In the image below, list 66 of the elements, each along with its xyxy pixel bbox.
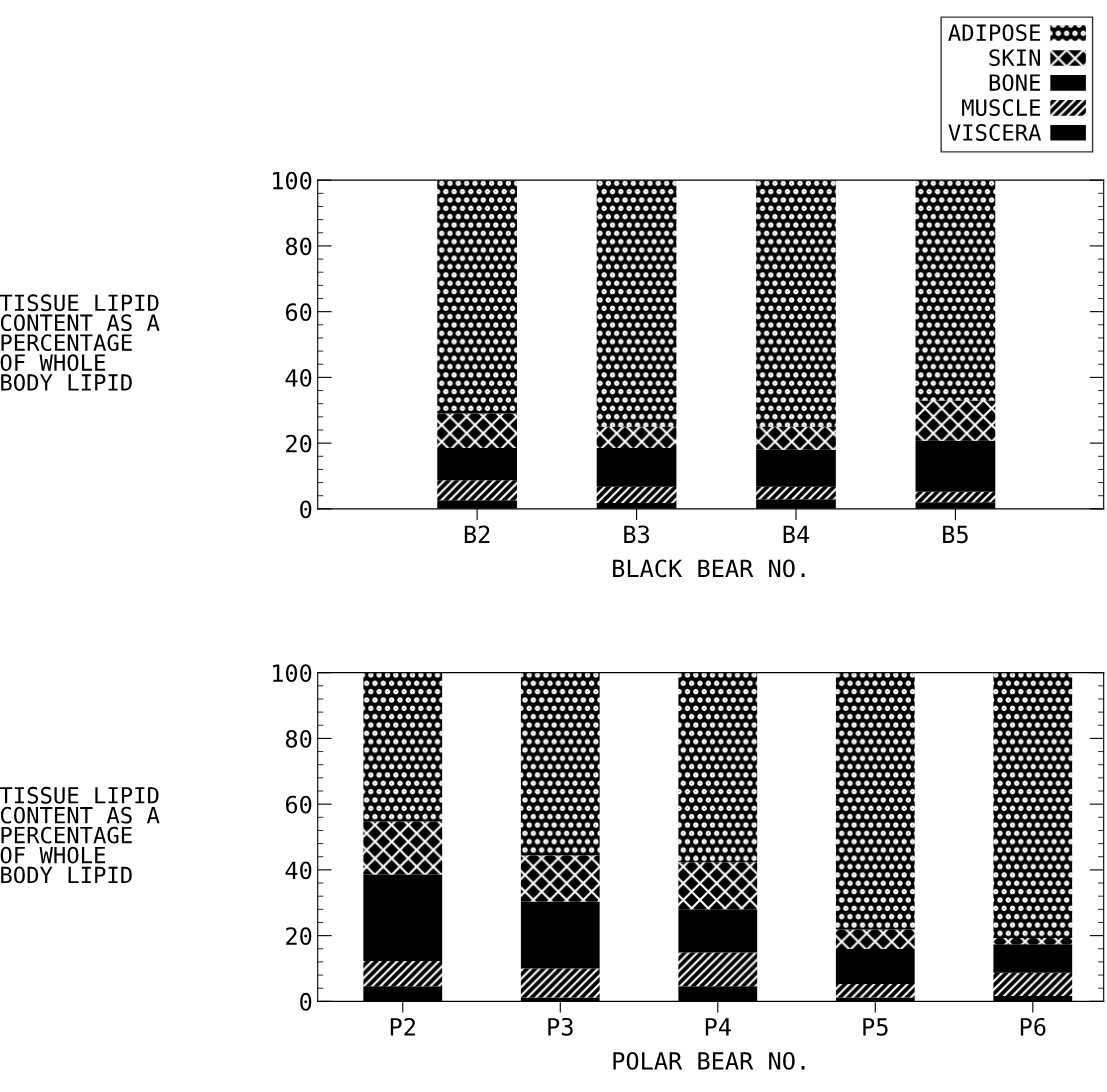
bar [678, 952, 758, 987]
bar [520, 968, 600, 998]
bar [835, 929, 915, 950]
bar [596, 426, 677, 449]
x-tick-label: B3 [624, 525, 649, 544]
x-tick-label: P2 [390, 1017, 415, 1036]
y-tick-label: 80 [285, 729, 312, 748]
x-axis-title: POLAR BEAR NO. [613, 1051, 805, 1070]
bar [363, 960, 443, 987]
bar [520, 855, 600, 902]
bar [915, 440, 996, 492]
y-tick-label: 0 [300, 500, 312, 519]
legend-label: ADIPOSE [948, 24, 1041, 42]
legend-label: VISCERA [948, 124, 1042, 141]
bar [437, 448, 517, 481]
y-axis-title: TISSUE LIPID CONTENT AS A PERCENTAGE OF WHOLE BODY LIPID [0, 786, 160, 884]
y-tick-label: 20 [286, 434, 312, 453]
legend-label: BONE [989, 74, 1041, 91]
bar [363, 874, 443, 961]
y-tick-label: 40 [285, 368, 312, 387]
bar [437, 180, 517, 414]
bar [678, 672, 758, 863]
bar [835, 983, 915, 998]
bar [756, 180, 836, 427]
bar [915, 491, 996, 503]
bar [596, 180, 677, 427]
x-tick-label: P4 [705, 1018, 731, 1036]
bar [363, 672, 443, 822]
bar [437, 413, 517, 449]
y-tick-label: 20 [286, 927, 312, 945]
bar [835, 949, 915, 984]
y-tick-label: 100 [273, 171, 312, 190]
y-tick-label: 0 [300, 992, 312, 1011]
bar [915, 180, 996, 401]
bar [993, 944, 1073, 973]
bar [756, 426, 836, 450]
bar [596, 448, 677, 487]
legend-label: MUSCLE [962, 99, 1041, 116]
y-tick-label: 80 [285, 237, 312, 256]
x-axis-title: BLACK BEAR NO. [613, 559, 805, 578]
legend-label: SKIN [989, 49, 1040, 67]
bar [915, 400, 996, 441]
y-axis-title: TISSUE LIPID CONTENT AS A PERCENTAGE OF WHOLE BODY LIPID [0, 294, 160, 391]
bar [835, 672, 915, 930]
x-tick-label: P3 [548, 1017, 573, 1036]
y-tick-label: 100 [273, 664, 312, 683]
bar [993, 937, 1073, 945]
y-tick-label: 40 [285, 861, 312, 880]
x-tick-label: B2 [464, 525, 490, 543]
bar [993, 972, 1073, 997]
bar [756, 449, 836, 487]
y-tick-label: 60 [285, 303, 312, 322]
bar [678, 862, 758, 910]
bar [993, 672, 1073, 938]
bar [520, 901, 600, 969]
x-tick-label: P5 [863, 1018, 888, 1036]
y-tick-label: 60 [285, 795, 312, 814]
bar [596, 486, 677, 503]
x-tick-label: B5 [943, 525, 968, 544]
x-tick-label: B4 [783, 525, 810, 543]
x-tick-label: P6 [1020, 1017, 1046, 1036]
bar [363, 821, 443, 875]
bar [520, 672, 600, 856]
bar [756, 486, 836, 500]
bar [437, 480, 517, 501]
bar [678, 909, 758, 953]
